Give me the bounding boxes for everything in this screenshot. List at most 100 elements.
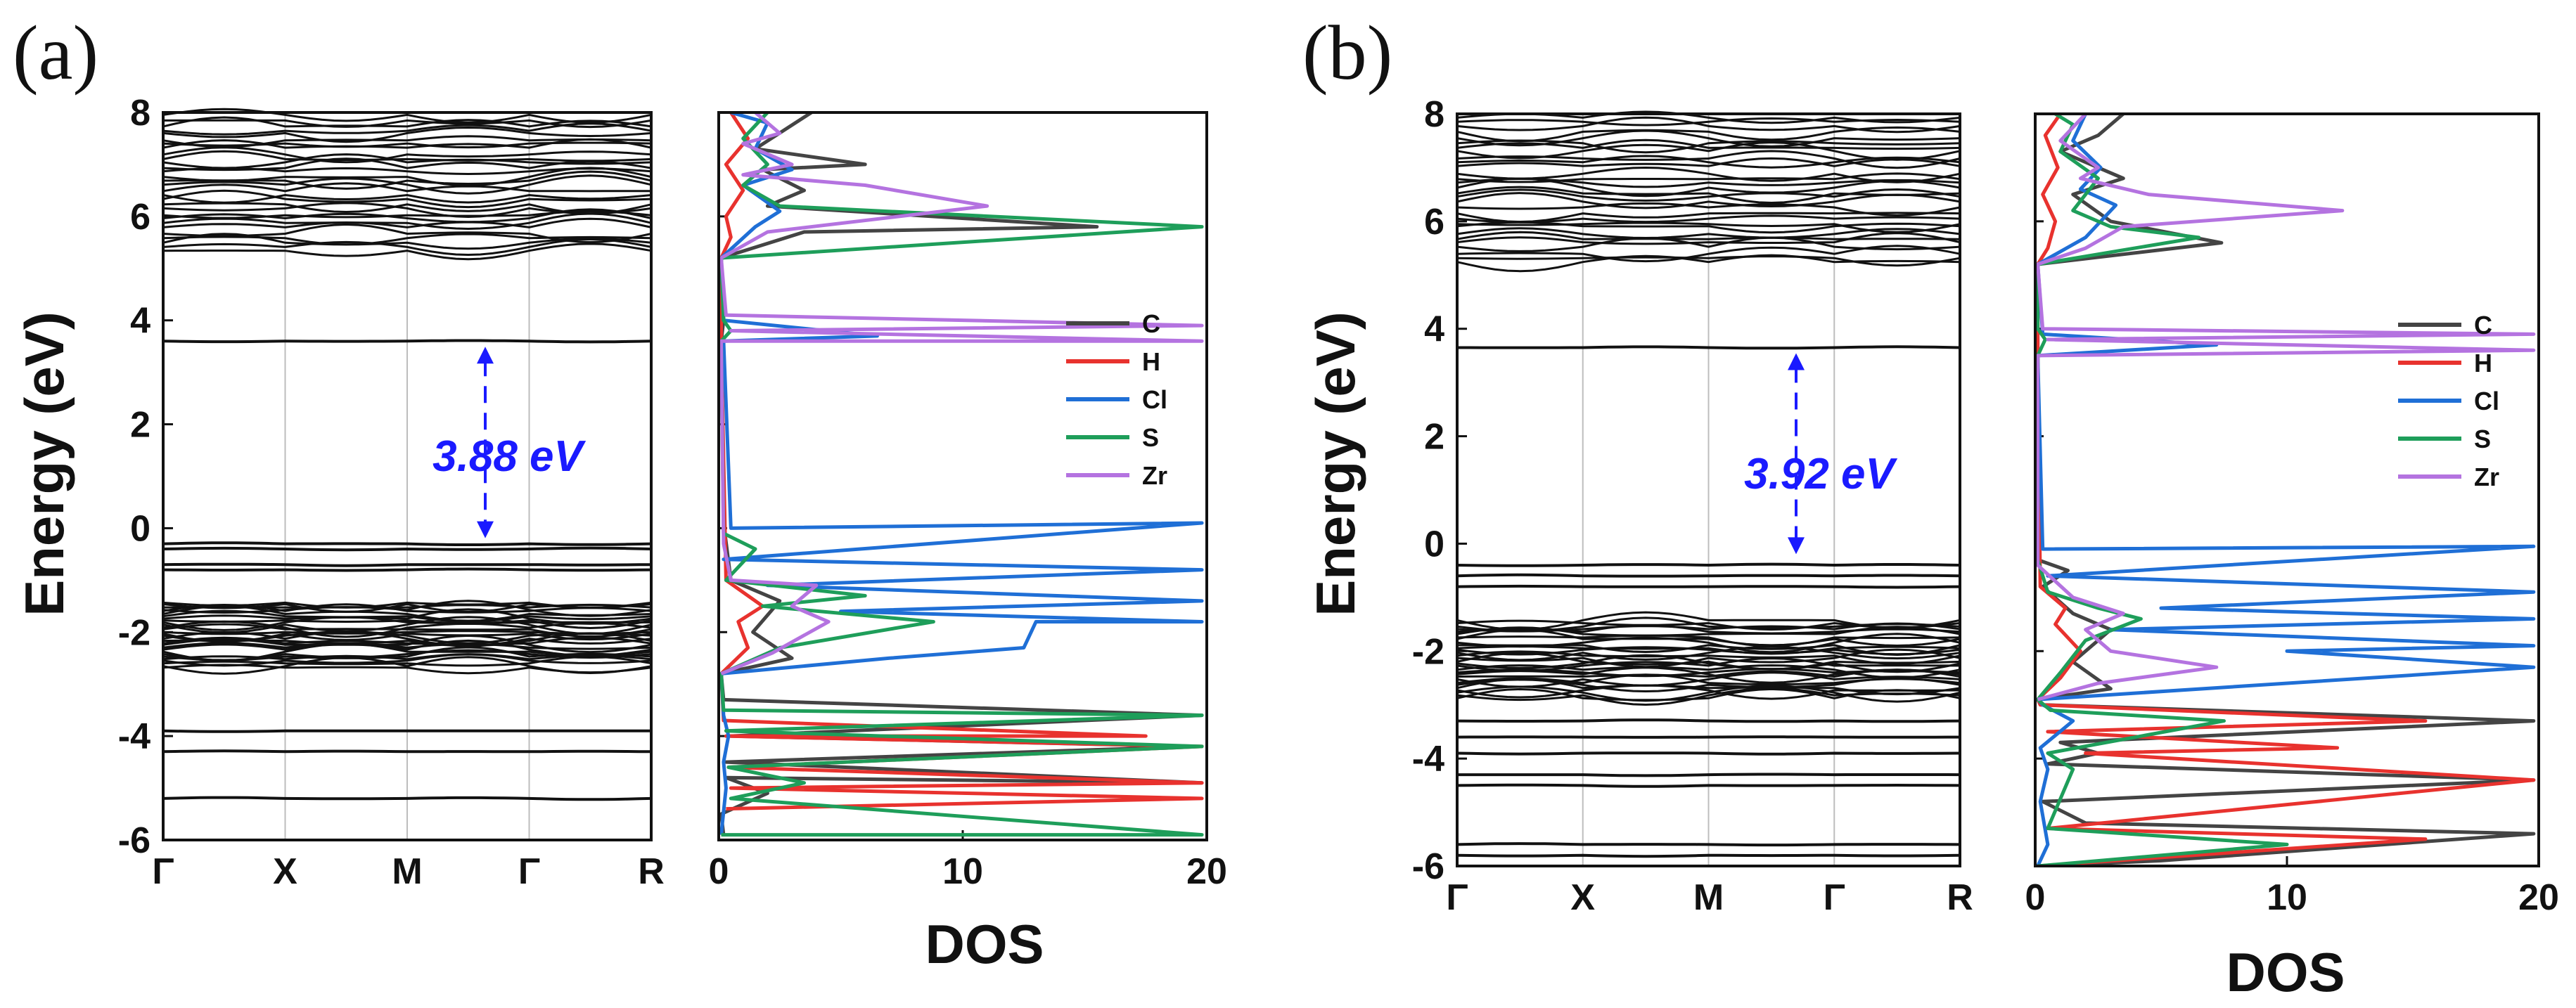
band-gap-arrowhead-down [1788,537,1805,555]
band-line [162,153,652,169]
dos-plot-b: 0 10 20 CH Cl S Zr [2025,112,2559,918]
band-line [1456,126,1961,143]
band-line [162,642,652,650]
band-line [162,135,652,148]
band-line [162,546,652,552]
band-line [1456,245,1961,263]
dos-series-c [2036,114,2536,866]
band-line [1456,654,1961,673]
band-line [1456,648,1961,668]
dos-plot-a: 0 10 20 CH Cl S Zr [709,111,1227,892]
kpoint-label: M [392,851,422,892]
band-line [162,541,652,546]
panel-label-b: (b) [1302,10,1392,96]
band-line [162,108,652,124]
band-line [1456,573,1961,578]
y-tick-label: -2 [1412,631,1444,672]
band-line [162,608,652,625]
band-line [1456,202,1961,217]
band-line [1456,254,1961,273]
band-line [162,182,651,193]
band-line [162,601,652,609]
band-line [163,119,652,129]
band-line [162,656,652,675]
band-line [1456,842,1961,847]
y-tick-label: 4 [130,301,150,342]
band-line [1456,684,1961,700]
band-line [1456,633,1961,654]
legend-label-s: S [2474,425,2491,453]
band-line [1456,116,1961,134]
band-line [162,653,652,667]
band-line [162,619,652,630]
legend-label-s: S [1142,423,1159,452]
band-gap-arrowhead-up [477,347,494,364]
legend-label-cl: Cl [2474,387,2499,415]
legend-label-cl: Cl [1142,385,1167,414]
band-line [1456,117,1961,127]
y-tick-label: 2 [130,405,150,446]
y-tick-label: 8 [130,93,150,134]
band-line [1456,166,1961,183]
x-tick-label: 0 [709,851,729,892]
band-line [162,339,652,344]
kpoint-label: Γ [1446,877,1468,918]
y-tick-label: 4 [1424,309,1444,350]
dos-series-zr [719,112,1204,676]
y-tick-label: -4 [118,716,150,757]
band-line [1457,773,1961,777]
band-ylabel-a: Energy (eV) [13,311,75,616]
band-axes-frame [1456,112,1961,867]
dos-series-h [719,112,1204,811]
band-line [162,616,652,635]
band-line [1456,684,1961,703]
band-line [1456,783,1961,788]
dos-axes-frame [717,111,1208,841]
band-line [1456,232,1961,245]
band-axes-frame [162,111,653,841]
y-tick-label: 2 [1424,417,1444,458]
band-line [162,146,652,164]
kpoint-label: R [638,851,665,892]
panel-label-a: (a) [13,10,98,96]
band-line [1457,345,1961,350]
band-line [1456,611,1961,631]
legend-label-h: H [1142,347,1160,376]
band-line [162,223,652,244]
band-line [1456,673,1961,686]
band-gap-label-a: 3.88 eV [432,432,586,481]
band-line [1456,634,1961,647]
dos-series-c [719,112,1204,835]
band-gap-label-b: 3.92 eV [1744,450,1897,498]
band-line [162,233,652,246]
band-line [1456,214,1961,224]
band-line [1456,129,1961,148]
kpoint-label: X [273,851,297,892]
band-line [1456,664,1961,679]
band-line [1456,221,1961,234]
legend-label-zr: Zr [2474,463,2499,491]
y-tick-label: -2 [118,612,150,653]
y-tick-label: 0 [1424,524,1444,564]
kpoint-label: Γ [518,851,540,892]
x-tick-label: 10 [942,851,983,892]
band-line [1456,141,1961,161]
band-line [1456,584,1961,589]
y-tick-label: -6 [118,820,150,861]
legend-label-c: C [2474,311,2492,340]
band-line [162,212,652,231]
band-line [162,633,652,643]
band-line [162,122,652,136]
y-tick-label: -4 [1412,739,1444,780]
x-tick-label: 10 [2267,877,2307,918]
band-line [1456,650,1961,666]
legend-label-c: C [1142,309,1160,338]
band-line [1456,236,1961,252]
band-line [1456,139,1961,154]
band-line [1456,186,1961,205]
y-tick-label: 8 [1424,94,1444,135]
